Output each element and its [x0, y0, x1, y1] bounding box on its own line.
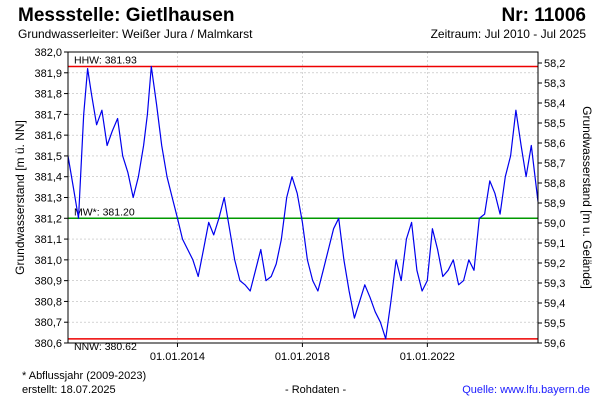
- y2-tick-label: 58,5: [544, 118, 565, 130]
- y-tick-label: 381,9: [34, 68, 62, 80]
- y-axis-right-label: Grundwasserstand [m u. Gelände]: [580, 106, 594, 289]
- period-label: Zeitraum: Jul 2010 - Jul 2025: [430, 27, 586, 41]
- y-axis-left-label: Grundwasserstand [m ü. NN]: [13, 120, 27, 275]
- y-tick-label: 380,9: [34, 276, 62, 288]
- reference-label: HHW: 381.93: [74, 55, 137, 67]
- x-tick-label: 01.01.2018: [275, 351, 330, 363]
- y-axis-left: 382,0 381,9 381,8 381,7 381,6 381,5 381,4 381,3…: [34, 47, 68, 350]
- x-axis: 01.01.2014 01.01.2018 01.01.2022: [150, 343, 455, 363]
- footnote: * Abflussjahr (2009-2023): [22, 370, 147, 382]
- plot-frame: [67, 51, 539, 344]
- y-tick-label: 380,8: [34, 296, 62, 308]
- y-tick-label: 381,7: [34, 109, 62, 121]
- y-tick-label: 381,4: [34, 172, 62, 184]
- x-tick-label: 01.01.2022: [400, 351, 455, 363]
- y2-tick-label: 58,7: [544, 158, 565, 170]
- series-layer: [67, 65, 539, 340]
- created-date: erstellt: 18.07.2025: [22, 384, 116, 396]
- reference-label: MW*: 381.20: [74, 206, 135, 218]
- y-tick-label: 381,8: [34, 89, 62, 101]
- reference-lines: HHW: 381.93 MW*: 381.20 NNW: 380.62: [68, 55, 538, 353]
- y2-tick-label: 59,3: [544, 278, 565, 290]
- y-tick-label: 381,5: [34, 151, 62, 163]
- y-tick-label: 380,6: [34, 338, 62, 350]
- y2-tick-label: 59,1: [544, 238, 565, 250]
- y2-tick-label: 58,6: [544, 138, 565, 150]
- y-tick-label: 380,7: [34, 317, 62, 329]
- x-tick-label: 01.01.2014: [150, 351, 205, 363]
- y2-tick-label: 58,3: [544, 78, 565, 90]
- y-tick-label: 381,0: [34, 255, 62, 267]
- y-tick-label: 381,1: [34, 234, 62, 246]
- rawdata-label: - Rohdaten -: [285, 384, 347, 396]
- aquifer-label: Grundwasserleiter: Weißer Jura / Malmkar…: [18, 27, 253, 41]
- reference-label: NNW: 380.62: [74, 341, 137, 353]
- station-number: Nr: 11006: [501, 5, 586, 26]
- y-tick-label: 381,6: [34, 130, 62, 142]
- groundwater-series-line: [67, 65, 539, 340]
- y2-tick-label: 59,4: [544, 298, 565, 310]
- y2-tick-label: 58,2: [544, 58, 565, 70]
- y2-tick-label: 59,2: [544, 258, 565, 270]
- y2-tick-label: 58,4: [544, 98, 565, 110]
- y2-tick-label: 58,8: [544, 178, 565, 190]
- y-tick-label: 381,3: [34, 193, 62, 205]
- y-axis-right: 58,2 58,3 58,4 58,5 58,6 58,7 58,8 58,9 59,0 59,1…: [538, 58, 565, 350]
- y2-tick-label: 58,9: [544, 198, 565, 210]
- y-tick-label: 381,2: [34, 213, 62, 225]
- y-tick-label: 382,0: [34, 47, 62, 59]
- station-title: Messstelle: Gietlhausen: [18, 5, 235, 26]
- grid-lines: [68, 51, 538, 344]
- source-link[interactable]: Quelle: www.lfu.bayern.de: [462, 384, 590, 396]
- y2-tick-label: 59,6: [544, 338, 565, 350]
- y2-tick-label: 59,0: [544, 218, 565, 230]
- y2-tick-label: 59,5: [544, 318, 565, 330]
